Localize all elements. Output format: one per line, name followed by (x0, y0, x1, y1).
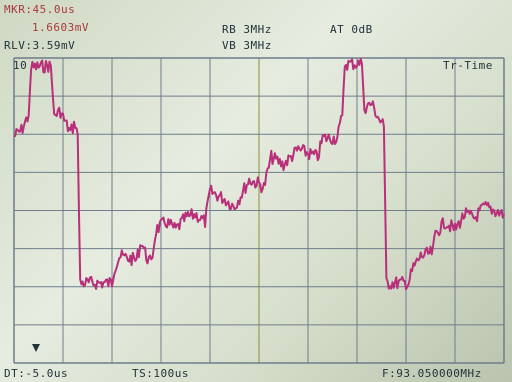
rbw-readout: RB 3MHz (222, 23, 272, 36)
vbw-readout: VB 3MHz (222, 39, 272, 52)
delta-time-readout: DT:-5.0us (4, 367, 69, 380)
marker-level-readout: 1.6603mV (32, 21, 89, 34)
frequency-readout: F:93.050000MHz (382, 367, 482, 380)
ref-level-readout: RLV:3.59mV (4, 39, 76, 52)
attenuation-readout: AT 0dB (330, 23, 373, 36)
marker-time-readout: MKR:45.0us (4, 3, 76, 16)
scale-readout: 10 (13, 59, 28, 72)
mode-readout: Tr-Time (443, 59, 493, 72)
graticule (13, 57, 505, 364)
signal-trace (14, 57, 505, 291)
time-span-readout: TS:100us (132, 367, 189, 380)
marker-icon (32, 344, 40, 352)
